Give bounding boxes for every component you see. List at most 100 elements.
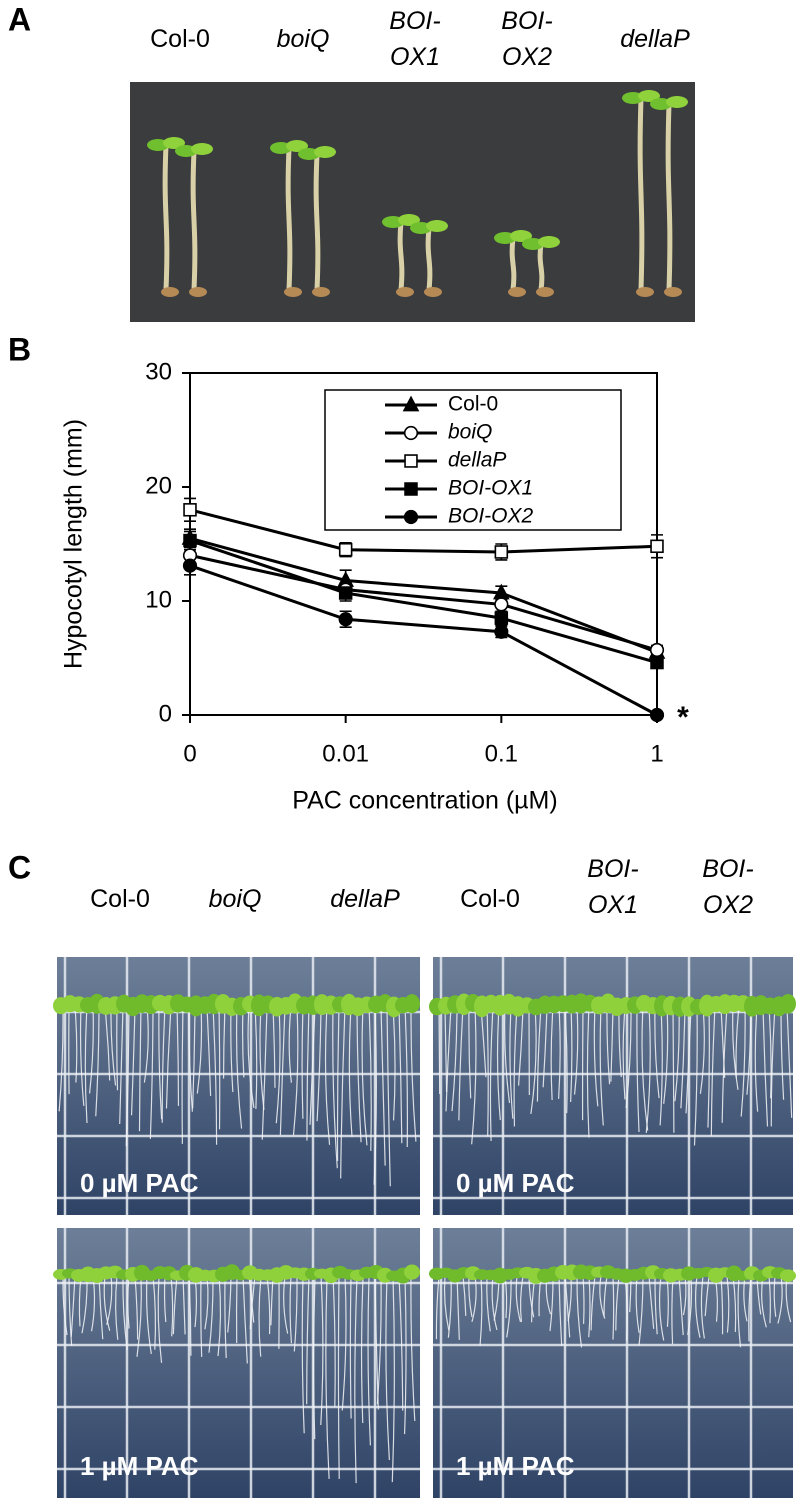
root — [496, 1006, 501, 1121]
root-base — [189, 287, 207, 297]
root — [410, 1275, 416, 1422]
marker — [494, 597, 509, 612]
hypocotyl — [313, 153, 321, 291]
series-line — [189, 539, 658, 665]
marker — [338, 586, 353, 600]
marker — [338, 542, 353, 557]
marker — [494, 611, 509, 625]
root — [471, 1275, 477, 1322]
root — [773, 1275, 777, 1317]
root — [158, 1006, 163, 1120]
root-base — [636, 287, 654, 297]
root — [777, 1275, 783, 1324]
root — [659, 1006, 663, 1126]
root — [658, 1275, 665, 1341]
plate-photos: 0 µM PAC 0 µM PAC 1 µM PAC 1 µM PAC — [53, 957, 796, 1498]
root — [242, 1275, 248, 1364]
x-tick-label: 0.1 — [485, 740, 518, 767]
root — [479, 1275, 483, 1346]
genotype-label-line: BOI- — [587, 855, 638, 883]
root — [138, 1006, 142, 1132]
cotyledon — [666, 96, 688, 108]
root — [542, 1006, 548, 1088]
root — [398, 1275, 404, 1411]
root — [188, 1006, 193, 1112]
root — [181, 1006, 184, 1144]
root — [266, 1275, 271, 1335]
x-tick-label: 1 — [650, 740, 663, 767]
legend-marker — [402, 395, 420, 412]
root — [590, 1275, 596, 1331]
root — [165, 1006, 172, 1109]
marker — [183, 503, 197, 517]
series-line — [189, 553, 658, 652]
root — [486, 1275, 491, 1332]
root — [306, 1275, 310, 1405]
root — [737, 1275, 742, 1348]
root — [361, 1006, 368, 1146]
seedling-leaf — [404, 994, 420, 1014]
root — [678, 1275, 684, 1336]
root — [564, 1006, 568, 1114]
root — [206, 1006, 212, 1096]
root — [258, 1275, 262, 1357]
root — [116, 1006, 119, 1091]
root — [680, 1006, 686, 1109]
legend-label: boiQ — [448, 421, 492, 444]
root — [444, 1006, 448, 1093]
root — [348, 1006, 353, 1137]
root — [340, 1006, 346, 1179]
root — [332, 1275, 336, 1408]
root — [336, 1006, 340, 1162]
hypocotyl — [665, 103, 673, 291]
genotype-label-line: OX2 — [502, 43, 552, 71]
marker — [183, 533, 197, 548]
hypocotyl — [425, 227, 433, 291]
root — [58, 1006, 64, 1112]
root — [119, 1006, 124, 1125]
root — [550, 1006, 554, 1100]
root — [380, 1006, 386, 1166]
root — [115, 1275, 119, 1340]
root — [768, 1006, 772, 1099]
root — [293, 1275, 298, 1352]
root — [152, 1275, 157, 1350]
root — [762, 1006, 769, 1127]
root — [325, 1275, 330, 1479]
root — [360, 1275, 364, 1424]
genotype-label-line: BOI- — [501, 7, 552, 35]
root — [149, 1006, 154, 1139]
root — [509, 1006, 514, 1119]
root — [196, 1006, 203, 1094]
hypocotyl — [537, 243, 545, 291]
root — [145, 1275, 152, 1355]
annotation: * — [677, 701, 689, 734]
root — [247, 1006, 255, 1108]
root — [227, 1275, 232, 1333]
root — [513, 1006, 518, 1127]
root — [62, 1275, 68, 1336]
genotype-label-line: boiQ — [277, 25, 330, 53]
root — [635, 1275, 640, 1333]
root — [376, 1275, 382, 1405]
genotype-label: boiQ — [209, 885, 262, 913]
root — [641, 1006, 649, 1131]
root — [337, 1275, 340, 1479]
y-tick-label: 20 — [145, 472, 172, 499]
genotype-label: BOI- OX1 — [389, 7, 440, 71]
root — [143, 1006, 149, 1083]
root — [593, 1006, 599, 1107]
genotype-label-line: OX1 — [390, 43, 440, 71]
root — [612, 1275, 615, 1340]
root — [606, 1006, 611, 1085]
root — [275, 1006, 281, 1124]
marker — [649, 642, 665, 658]
root — [279, 1006, 286, 1136]
root — [462, 1275, 467, 1316]
root — [356, 1006, 362, 1143]
treatment-label: 0 µM PAC — [456, 1168, 575, 1198]
legend-marker — [403, 509, 419, 525]
cotyledon — [538, 236, 560, 248]
genotype-label-line: Col-0 — [460, 885, 520, 913]
